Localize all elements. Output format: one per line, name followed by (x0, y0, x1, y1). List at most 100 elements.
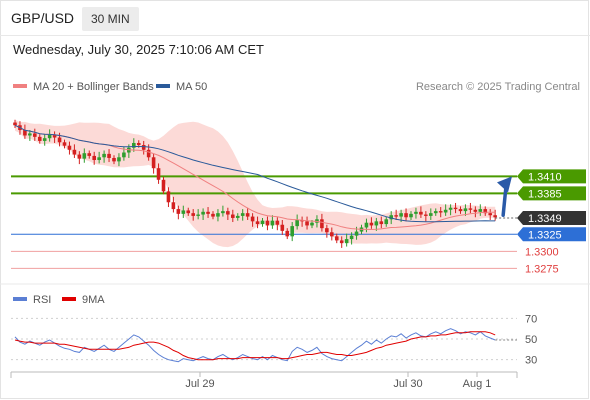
chart-header: GBP/USD 30 MIN (0, 0, 590, 36)
candle-body (206, 211, 210, 214)
candle-body (67, 145, 72, 150)
forecast-arrow-head (497, 176, 512, 193)
candle-body (458, 209, 463, 212)
candle-body (57, 137, 62, 143)
price-tag-text: 1.3300 (525, 246, 559, 258)
rsi-tick-label: 50 (525, 334, 537, 346)
candle-body (270, 220, 275, 226)
candle-body (191, 213, 195, 216)
candle-body (433, 211, 438, 214)
candle-body (211, 213, 215, 217)
candle-body (87, 153, 92, 156)
price-tag-text: 1.3325 (528, 229, 562, 241)
x-tick-label: Jul 29 (185, 378, 214, 390)
candle-body (438, 211, 443, 213)
price-tag-resistance: 1.3385 (517, 186, 586, 201)
candle-body (231, 214, 235, 218)
candle-body (156, 168, 161, 180)
candle-body (201, 211, 205, 215)
price-tags: 1.3410 1.3385 1.3349 1.3325 1.3300 1.3275 (517, 169, 586, 275)
candle-body (33, 133, 37, 137)
candle-body (310, 222, 314, 226)
price-tag-last: 1.3349 (517, 210, 586, 225)
candle-body (117, 157, 121, 162)
candle-body (339, 240, 344, 244)
candle-body (448, 207, 453, 210)
candle-body (414, 211, 418, 214)
ma9-legend-swatch (62, 297, 76, 301)
timeframe-badge[interactable]: 30 MIN (82, 7, 139, 31)
candle-body (275, 220, 280, 225)
candle-body (285, 230, 290, 237)
candle-body (171, 202, 176, 210)
candle-body (235, 215, 240, 218)
candle-body (493, 215, 497, 218)
candle-body (295, 219, 299, 227)
candle-body (349, 235, 354, 240)
timestamp: Wednesday, July 30, 2025 7:10:06 AM CET (13, 42, 264, 57)
price-tag-resistance: 1.3410 (517, 169, 586, 184)
price-tag-box (517, 227, 586, 242)
ma9-legend-label: 9MA (82, 294, 105, 306)
ma50-legend-swatch (156, 84, 170, 88)
ma50-line (14, 124, 496, 223)
candle-body (77, 154, 82, 159)
candle-body (221, 211, 225, 214)
candle-body (122, 152, 126, 158)
candle-body (107, 153, 111, 158)
candle-body (409, 213, 413, 218)
source-credit: Research © 2025 Trading Central (416, 81, 580, 93)
candle-body (82, 153, 87, 159)
bollinger-band (15, 119, 496, 248)
candle-body (260, 220, 265, 225)
candle-body (379, 221, 384, 225)
candle-body (374, 221, 379, 226)
header-divider (0, 35, 590, 36)
ma50-legend-label: MA 50 (176, 81, 207, 93)
candle-body (112, 157, 116, 162)
candle-body (404, 213, 408, 218)
candle-body (255, 221, 260, 225)
candle-body (453, 207, 458, 210)
candle-body (344, 239, 349, 244)
candle-body (226, 211, 230, 215)
candle-body (265, 220, 270, 226)
candle-body (181, 210, 186, 214)
x-axis-labels: Jul 29 Jul 30 Aug 1 (185, 372, 491, 390)
candle-body (394, 215, 398, 217)
candle-body (240, 213, 245, 216)
candle-body (290, 226, 294, 237)
candle-body (483, 209, 488, 214)
candle-body (305, 221, 309, 226)
candle-body (325, 228, 329, 233)
candle-body (443, 209, 448, 213)
candle-body (102, 153, 106, 158)
candle-body (176, 209, 181, 214)
candle-body (216, 213, 220, 217)
candle-body (151, 157, 156, 169)
candle-body (13, 122, 17, 126)
candle-body (280, 224, 285, 231)
price-tag-support: 1.3275 (525, 263, 559, 275)
price-tag-text: 1.3349 (528, 213, 562, 225)
candle-body (132, 142, 136, 148)
candle-body (330, 232, 334, 237)
candle-body (364, 222, 369, 228)
x-tick-label: Jul 30 (393, 378, 422, 390)
rsi-legend-label: RSI (33, 294, 51, 306)
rsi-pane: 70 50 30 (11, 313, 537, 367)
candle-body (42, 138, 47, 141)
candle-body (141, 145, 146, 150)
candle-body (245, 213, 250, 217)
rsi-legend-swatch (13, 297, 27, 301)
candle-body (488, 213, 492, 216)
candle-body (424, 214, 428, 216)
rsi-9ma-line (14, 331, 496, 361)
candle-body (196, 214, 200, 216)
price-tag-box (517, 210, 586, 225)
candle-body (468, 208, 473, 210)
ma20-legend-label: MA 20 + Bollinger Bands (33, 81, 154, 93)
candle-body (92, 155, 96, 161)
